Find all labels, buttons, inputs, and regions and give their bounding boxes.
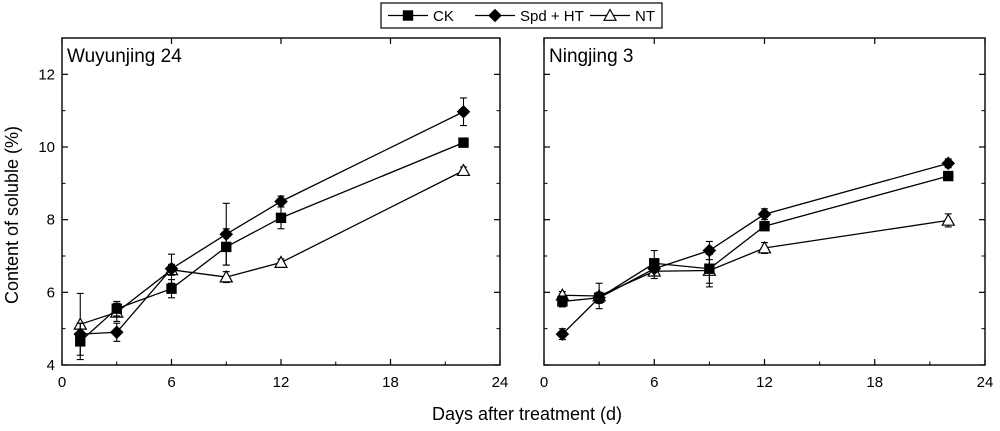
series-ck — [75, 137, 469, 361]
point-ck — [458, 137, 469, 148]
point-spd-ht — [73, 327, 88, 341]
y-tick-label: 6 — [47, 284, 55, 301]
y-tick-label: 12 — [38, 66, 55, 83]
plot-frame — [543, 37, 986, 366]
legend: CK Spd + HT NT — [380, 2, 663, 29]
y-tick-label: 4 — [47, 357, 55, 374]
series-line-ck — [562, 175, 949, 303]
point-nt — [273, 255, 289, 268]
x-tick-label: 0 — [58, 374, 66, 391]
panel-right: 0 6 12 18 24 Ningjing 3 — [540, 37, 994, 391]
x-axis-title: Days after treatment (d) — [432, 404, 622, 424]
series-nt — [555, 213, 956, 310]
point-spd-ht — [757, 207, 772, 222]
x-tick-label: 24 — [977, 374, 994, 391]
series-ck — [557, 170, 954, 308]
x-tick-label: 6 — [167, 374, 175, 391]
point-ck — [111, 303, 122, 314]
legend-marker-nt — [602, 8, 618, 21]
point-spd-ht — [702, 243, 717, 258]
legend-entry-ck: CK — [388, 8, 454, 25]
point-nt — [941, 213, 956, 226]
panel-title: Ningjing 3 — [549, 46, 634, 67]
x-tick-label: 18 — [866, 374, 883, 391]
series-spd-ht — [555, 156, 956, 341]
point-ck — [166, 283, 177, 294]
legend-marker-ck — [402, 10, 414, 21]
legend-label: NT — [635, 8, 655, 25]
x-tick-label: 0 — [540, 374, 548, 391]
point-spd-ht — [219, 227, 234, 241]
panel-left: 0 6 12 18 24 4 6 8 10 12 Wuyunjing 24 — [38, 37, 509, 391]
x-tick-label: 24 — [492, 374, 509, 391]
point-nt — [219, 269, 234, 283]
point-ck — [704, 263, 715, 274]
legend-entry-nt: NT — [590, 8, 655, 25]
x-tick-label: 12 — [756, 374, 773, 391]
x-tick-label: 6 — [650, 374, 658, 391]
point-ck — [759, 221, 770, 232]
point-spd-ht — [109, 325, 124, 340]
y-tick-label: 10 — [38, 139, 55, 156]
series-line-ck — [79, 142, 464, 342]
series-line-nt — [562, 219, 949, 297]
legend-entry-spd-ht: Spd + HT — [475, 8, 584, 25]
point-ck — [943, 170, 954, 182]
panel-title: Wuyunjing 24 — [67, 46, 182, 67]
x-tick-label: 12 — [273, 374, 290, 391]
y-tick-label: 8 — [47, 212, 55, 229]
point-nt — [757, 240, 772, 254]
point-spd-ht — [592, 290, 606, 305]
point-nt — [456, 163, 471, 177]
point-spd-ht — [555, 327, 570, 341]
point-spd-ht — [164, 261, 179, 276]
legend-marker-spd-ht — [488, 8, 502, 23]
x-tick-label: 18 — [382, 374, 399, 391]
series-nt — [73, 163, 471, 356]
series-line-spd-ht — [561, 162, 949, 335]
point-spd-ht — [456, 104, 471, 119]
point-spd-ht — [647, 261, 662, 276]
point-spd-ht — [941, 156, 956, 171]
y-axis-title: Content of soluble (%) — [2, 126, 22, 304]
legend-label: CK — [433, 8, 454, 25]
point-ck — [275, 212, 287, 224]
point-ck — [557, 296, 568, 307]
series-spd-ht — [73, 97, 471, 346]
point-spd-ht — [274, 194, 288, 209]
legend-label: Spd + HT — [520, 8, 584, 25]
